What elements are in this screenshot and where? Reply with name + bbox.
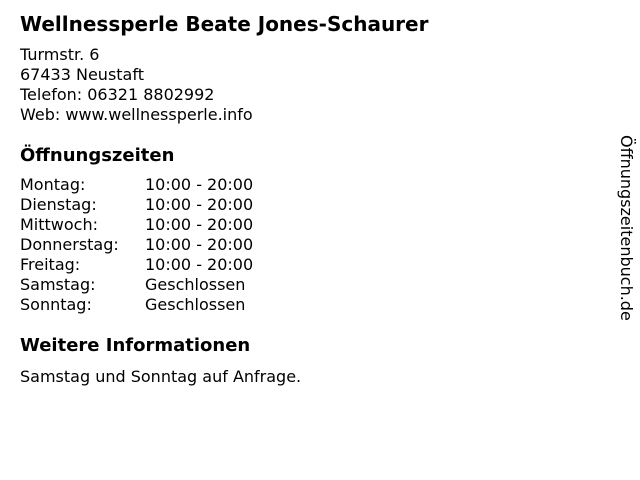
table-row: Dienstag: 10:00 - 20:00 xyxy=(20,195,600,215)
time-value: Geschlossen xyxy=(145,295,246,314)
day-label: Freitag: xyxy=(20,255,81,274)
website-line: Web: www.wellnessperle.info xyxy=(20,105,253,124)
more-info-heading: Weitere Informationen xyxy=(20,335,251,356)
table-row: Samstag: Geschlossen xyxy=(20,275,600,295)
phone-line: Telefon: 06321 8802992 xyxy=(20,85,215,104)
table-row: Mittwoch: 10:00 - 20:00 xyxy=(20,215,600,235)
table-row: Sonntag: Geschlossen xyxy=(20,295,600,315)
page-title: Wellnessperle Beate Jones-Schaurer xyxy=(20,12,429,36)
time-value: 10:00 - 20:00 xyxy=(145,235,254,254)
time-value: 10:00 - 20:00 xyxy=(145,215,254,234)
time-value: 10:00 - 20:00 xyxy=(145,175,254,194)
day-label: Sonntag: xyxy=(20,295,92,314)
more-info-text: Samstag und Sonntag auf Anfrage. xyxy=(20,367,302,386)
address-street: Turmstr. 6 xyxy=(20,45,100,64)
site-watermark: Öffnungszeitenbuch.de xyxy=(617,135,636,321)
table-row: Freitag: 10:00 - 20:00 xyxy=(20,255,600,275)
opening-hours-heading: Öffnungszeiten xyxy=(20,145,175,166)
address-city: 67433 Neustaft xyxy=(20,65,144,84)
opening-hours-table: Montag: 10:00 - 20:00 Dienstag: 10:00 - … xyxy=(20,175,600,315)
day-label: Montag: xyxy=(20,175,86,194)
day-label: Donnerstag: xyxy=(20,235,119,254)
day-label: Samstag: xyxy=(20,275,96,294)
time-value: 10:00 - 20:00 xyxy=(145,255,254,274)
table-row: Montag: 10:00 - 20:00 xyxy=(20,175,600,195)
table-row: Donnerstag: 10:00 - 20:00 xyxy=(20,235,600,255)
time-value: 10:00 - 20:00 xyxy=(145,195,254,214)
time-value: Geschlossen xyxy=(145,275,246,294)
contact-block: Turmstr. 6 67433 Neustaft Telefon: 06321… xyxy=(20,45,600,125)
day-label: Mittwoch: xyxy=(20,215,98,234)
day-label: Dienstag: xyxy=(20,195,97,214)
